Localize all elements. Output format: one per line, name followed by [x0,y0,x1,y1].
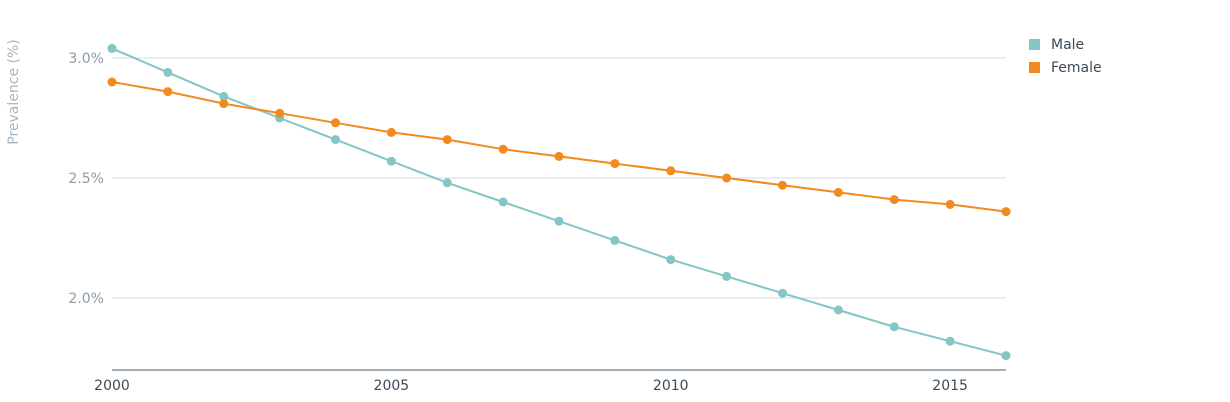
data-point-female[interactable] [666,166,676,176]
y-axis-title: Prevalence (%) [6,39,22,145]
legend-label: Female [1051,59,1102,76]
data-point-male[interactable] [554,216,564,226]
data-point-male[interactable] [778,288,787,298]
x-axis: 2000 2005 2010 2015 [94,369,1006,394]
data-point-male[interactable] [442,178,452,188]
series-female [107,77,1011,217]
data-point-male[interactable] [833,305,843,315]
data-point-female[interactable] [498,144,508,154]
series-line-female [111,81,1007,213]
legend-item-male[interactable]: Male [1029,33,1102,56]
data-point-male[interactable] [889,322,899,332]
y-tick-label: 3.0% [68,51,104,67]
data-point-male[interactable] [386,156,396,166]
legend-swatch [1029,62,1040,73]
legend-label: Male [1051,36,1085,53]
data-point-female[interactable] [163,87,173,97]
data-point-female[interactable] [331,118,340,128]
data-point-female[interactable] [442,135,452,145]
data-point-male[interactable] [1001,351,1011,361]
data-point-male[interactable] [219,91,229,101]
data-point-female[interactable] [386,127,396,137]
data-point-female[interactable] [722,173,732,183]
y-axis: 2.0% 2.5% 3.0% [68,51,104,307]
legend-swatch [1029,39,1040,50]
legend-item-female[interactable]: Female [1029,56,1102,79]
data-point-female[interactable] [275,108,285,118]
legend: Male Female [1029,33,1102,79]
data-point-female[interactable] [945,199,955,209]
data-point-female[interactable] [610,159,620,169]
x-tick-label: 2000 [94,378,130,394]
data-point-female[interactable] [1001,207,1011,217]
data-point-female[interactable] [219,99,229,109]
series-line-male [111,47,1007,357]
series-lines [107,43,1011,361]
x-tick-label: 2010 [653,378,689,394]
x-tick-label: 2015 [932,378,968,394]
data-point-male[interactable] [610,235,620,245]
data-point-male[interactable] [722,271,732,281]
series-male [107,43,1011,361]
data-point-male[interactable] [945,336,955,346]
data-point-female[interactable] [833,187,843,197]
data-point-male[interactable] [331,135,340,145]
data-point-male[interactable] [163,67,173,77]
gridlines [112,57,1006,299]
x-tick-label: 2005 [374,378,410,394]
data-point-female[interactable] [778,180,787,190]
y-tick-label: 2.0% [68,291,104,307]
data-point-female[interactable] [107,77,117,87]
data-point-male[interactable] [107,43,117,53]
data-point-female[interactable] [889,195,899,205]
data-point-female[interactable] [554,151,564,161]
data-point-male[interactable] [498,197,508,207]
data-point-male[interactable] [666,255,676,265]
y-tick-label: 2.5% [68,171,104,187]
